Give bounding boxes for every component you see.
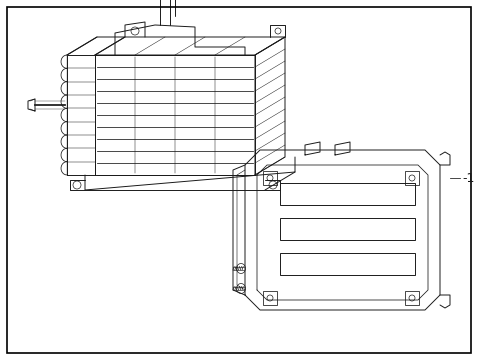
- Bar: [405, 171, 419, 185]
- Bar: [280, 218, 415, 240]
- Text: -1: -1: [462, 171, 474, 185]
- Bar: [405, 291, 419, 305]
- Bar: [263, 291, 277, 305]
- Bar: [280, 253, 415, 275]
- Bar: [263, 171, 277, 185]
- Bar: [280, 183, 415, 205]
